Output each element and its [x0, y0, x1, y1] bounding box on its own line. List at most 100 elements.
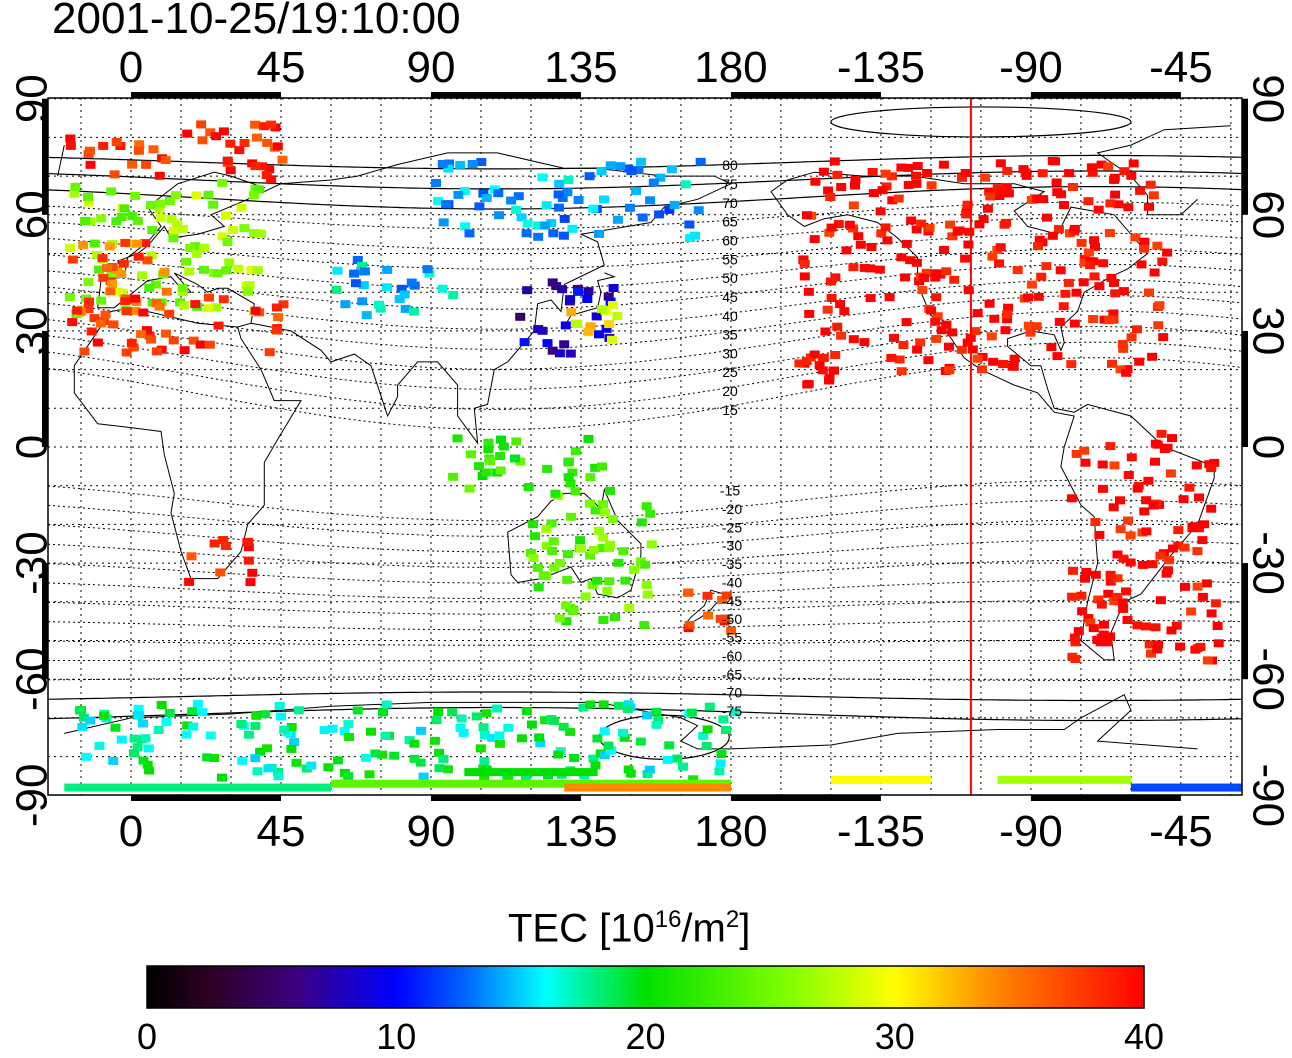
tec-cell	[1203, 656, 1213, 664]
contour-label: 50	[722, 270, 738, 286]
tec-cell	[1126, 531, 1136, 539]
tec-cell	[1097, 601, 1107, 609]
tec-cell	[198, 136, 208, 144]
tec-cell	[161, 156, 171, 164]
tec-cell	[120, 239, 130, 247]
tec-cell	[538, 327, 548, 335]
tec-cell	[361, 754, 371, 762]
tec-cell	[1133, 485, 1143, 493]
tec-cell	[1079, 278, 1089, 286]
tec-cell	[1199, 520, 1209, 528]
tec-cell	[804, 310, 814, 318]
tec-cell	[144, 744, 154, 752]
tec-cell	[448, 291, 458, 299]
tec-cell	[1076, 592, 1086, 600]
tec-cell	[395, 295, 405, 303]
tec-cell	[836, 183, 846, 191]
tec-cell	[826, 278, 836, 286]
y-tick-right: 60	[1244, 190, 1292, 239]
tec-cell	[1034, 293, 1044, 301]
tec-cell	[645, 510, 655, 518]
tec-cell	[923, 356, 933, 364]
x-tick-bottom: 0	[119, 807, 143, 856]
tec-cell	[187, 707, 197, 715]
tec-cell	[541, 525, 551, 533]
tec-cell	[340, 300, 350, 308]
tec-cell	[569, 754, 579, 762]
tec-cell	[906, 217, 916, 225]
tec-cell	[939, 246, 949, 254]
tec-cell	[1116, 525, 1126, 533]
tec-cell	[696, 158, 706, 166]
tec-cell	[193, 700, 203, 708]
tec-cell	[968, 346, 978, 354]
tec-cell	[543, 339, 553, 347]
tec-cell	[343, 772, 353, 780]
tec-cell	[140, 734, 150, 742]
tec-cell	[157, 701, 167, 709]
tec-cell	[848, 263, 858, 271]
tec-cell	[705, 703, 715, 711]
tec-cell	[409, 740, 419, 748]
tec-cell	[117, 736, 127, 744]
tec-cell	[550, 490, 560, 498]
tec-cell	[625, 204, 635, 212]
tec-cell	[1119, 167, 1129, 175]
tec-cell	[815, 361, 825, 369]
tec-cell	[320, 726, 330, 734]
tec-cell	[825, 193, 835, 201]
tec-cell	[1144, 203, 1154, 211]
tec-cell	[612, 312, 622, 320]
tec-cell	[996, 186, 1006, 194]
tec-cell	[1134, 358, 1144, 366]
tec-cell	[219, 295, 229, 303]
tec-cell	[604, 544, 614, 552]
tec-cell	[1090, 518, 1100, 526]
tec-cell	[1105, 229, 1115, 237]
tec-cell	[503, 724, 513, 732]
tec-cell	[927, 181, 937, 189]
tec-cell	[169, 227, 179, 235]
tec-cell	[585, 500, 595, 508]
tec-cell	[818, 354, 828, 362]
tec-cell	[204, 191, 214, 199]
contour-label: 65	[722, 214, 738, 230]
tec-cell	[273, 313, 283, 321]
contour-label: 75	[722, 176, 738, 192]
tec-cell	[594, 230, 604, 238]
tec-cell	[559, 723, 569, 731]
tec-cell	[515, 313, 525, 321]
contour-label: -50	[722, 611, 742, 627]
tec-cell	[645, 196, 655, 204]
tec-cell	[448, 473, 458, 481]
x-tick-bottom: -90	[999, 807, 1063, 856]
tec-cell	[615, 162, 625, 170]
tec-cell	[985, 192, 995, 200]
tec-cell	[251, 712, 261, 720]
tec-cell	[1094, 531, 1104, 539]
tec-cell	[154, 726, 164, 734]
tec-cell	[410, 755, 420, 763]
tec-cell	[416, 727, 426, 735]
tec-cell	[553, 751, 563, 759]
tec-cell	[506, 197, 516, 205]
tec-cell	[306, 762, 316, 770]
tec-cell	[1048, 157, 1058, 165]
tec-cell	[79, 348, 89, 356]
tec-cell	[1144, 289, 1154, 297]
tec-cell	[600, 727, 610, 735]
tec-cell	[522, 707, 532, 715]
tec-cell	[187, 552, 197, 560]
tec-cell	[1119, 287, 1129, 295]
tec-cell	[453, 191, 463, 199]
tec-cell	[548, 278, 558, 286]
tec-cell	[236, 720, 246, 728]
tec-cell	[482, 468, 492, 476]
tec-cell	[609, 284, 619, 292]
tec-cell	[830, 351, 840, 359]
tec-cell	[1187, 523, 1197, 531]
tec-cell	[143, 256, 153, 264]
tec-cell	[272, 327, 282, 335]
tec-cell	[1162, 249, 1172, 257]
tec-cell	[1087, 163, 1097, 171]
